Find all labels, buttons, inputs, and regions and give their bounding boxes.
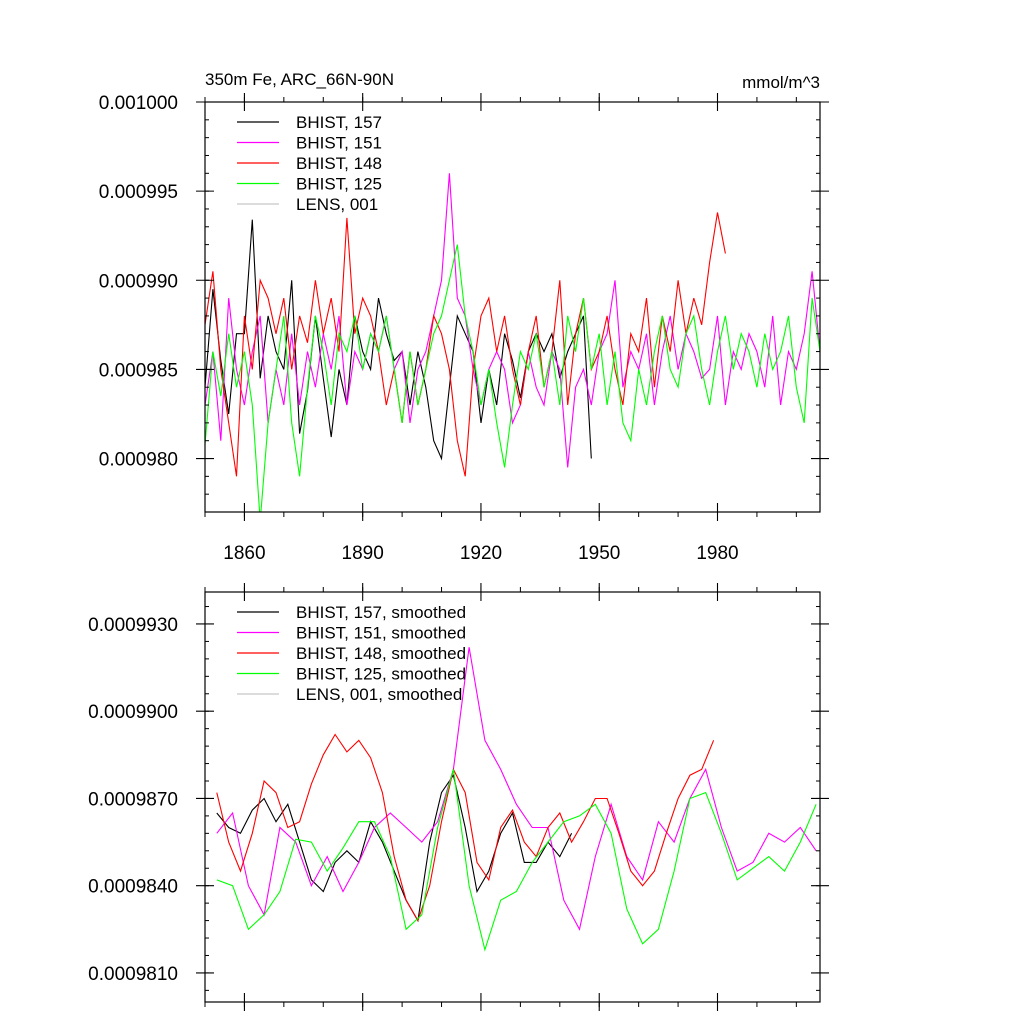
x-tick-label: 1950 (578, 543, 620, 564)
series-group (205, 173, 820, 512)
x-tick-label: 1980 (696, 543, 738, 564)
series-line-4 (216, 769, 817, 952)
x-tick-label: 1890 (342, 543, 384, 564)
series-line-3 (216, 733, 715, 922)
legend-label: BHIST, 148 (296, 154, 382, 173)
legend: BHIST, 157, smoothed BHIST, 151, smoothed… (237, 603, 466, 704)
units-label: mmol/m^3 (742, 73, 820, 92)
panel-top: 0.000980 0.000985 0.000990 0.000995 0.001000… (99, 70, 829, 564)
legend-label: BHIST, 125, smoothed (296, 665, 466, 684)
y-tick-label: 0.0009870 (88, 789, 178, 810)
legend-label: BHIST, 151 (296, 134, 382, 153)
y-tick-label: 0.0009930 (88, 615, 178, 636)
legend-label: BHIST, 157, smoothed (296, 603, 466, 622)
legend-label: LENS, 001, smoothed (296, 685, 462, 704)
y-tick-label: 0.001000 (99, 93, 178, 114)
x-tick-label: 1860 (223, 543, 265, 564)
series-line-4 (205, 244, 820, 512)
series-line-2 (216, 647, 817, 931)
panel-bottom: 0.0009810 0.0009840 0.0009870 0.0009900 0.00… (88, 583, 829, 1011)
series-group (216, 647, 817, 952)
y-tick-label: 0.0009810 (88, 964, 178, 985)
plot-frame (204, 591, 821, 1003)
legend-label: BHIST, 157 (296, 113, 382, 132)
y-tick-label: 0.000980 (99, 450, 178, 471)
series-line-1 (216, 773, 573, 923)
plot-frame (204, 101, 821, 513)
x-tick-label: 1920 (460, 543, 502, 564)
legend-label: BHIST, 148, smoothed (296, 644, 466, 663)
legend-label: LENS, 001 (296, 195, 378, 214)
series-line-1 (205, 219, 592, 461)
series-line-2 (205, 173, 820, 468)
y-tick-label: 0.0009900 (88, 702, 178, 723)
series-line-3 (205, 212, 726, 477)
y-tick-label: 0.0009840 (88, 877, 178, 898)
y-tick-label: 0.000990 (99, 271, 178, 292)
chart-title: 350m Fe, ARC_66N-90N (205, 70, 394, 89)
y-tick-label: 0.000985 (99, 360, 178, 381)
legend-label: BHIST, 125 (296, 175, 382, 194)
legend-label: BHIST, 151, smoothed (296, 624, 466, 643)
y-tick-label: 0.000995 (99, 182, 178, 203)
